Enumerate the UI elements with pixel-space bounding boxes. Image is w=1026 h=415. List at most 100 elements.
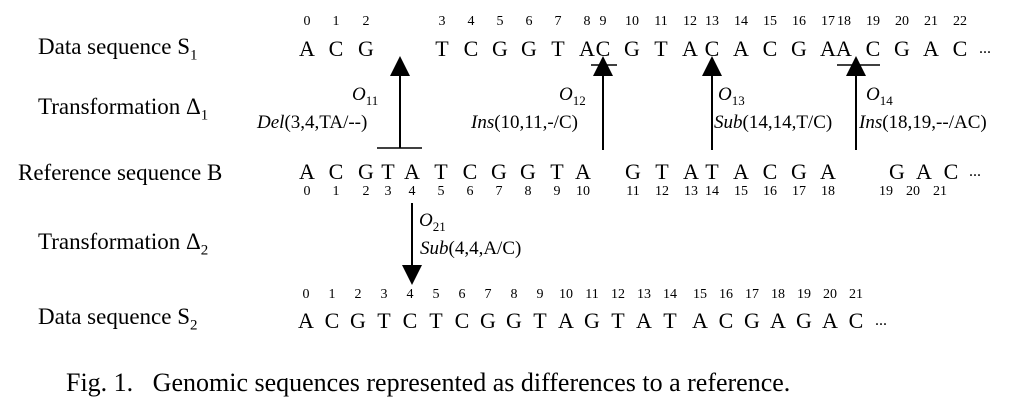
s1-index: 15 [763, 14, 777, 29]
s2-base: C [718, 308, 734, 333]
s1-index: 2 [362, 14, 370, 29]
sequence-ellipsis: ... [875, 312, 887, 329]
reference-index: 8 [524, 184, 532, 199]
s2-index: 11 [585, 287, 599, 302]
s1-base: A [836, 36, 852, 61]
s1-index: 20 [895, 14, 909, 29]
s2-index: 9 [536, 287, 544, 302]
reference-base: G [889, 159, 905, 184]
reference-index: 18 [821, 184, 835, 199]
s2-base: G [350, 308, 366, 333]
s1-base: G [894, 36, 910, 61]
s2-index: 12 [611, 287, 625, 302]
s1-index: 13 [705, 14, 719, 29]
figure-caption: Fig. 1. Genomic sequences represented as… [66, 368, 791, 397]
reference-index: 9 [553, 184, 561, 199]
reference-index: 3 [384, 184, 392, 199]
s1-index: 3 [438, 14, 446, 29]
reference-base: A [404, 159, 420, 184]
reference-base: T [655, 159, 669, 184]
s2-index: 14 [663, 287, 677, 302]
label-data-sequence-s2: Data sequence S2 [38, 304, 198, 334]
o21-name: O21 [419, 210, 446, 234]
s2-base: C [848, 308, 864, 333]
s1-index: 18 [837, 14, 851, 29]
s2-base: C [454, 308, 470, 333]
s2-index: 21 [849, 287, 863, 302]
reference-base: G [520, 159, 536, 184]
reference-base: T [381, 159, 395, 184]
o11-name: O11 [352, 84, 379, 108]
reference-sequence-row: A C G T A T C G G T A G T A T A C G A G A C... [0, 160, 1026, 184]
s2-index: 16 [719, 287, 733, 302]
reference-base: A [299, 159, 315, 184]
s1-base: C [762, 36, 778, 61]
reference-index: 2 [362, 184, 370, 199]
s2-index: 20 [823, 287, 837, 302]
s1-base: A [733, 36, 749, 61]
s1-index: 12 [683, 14, 697, 29]
s2-base: A [770, 308, 786, 333]
reference-base: A [683, 159, 699, 184]
o12-name: O12 [559, 84, 586, 108]
o13-operation: Sub(14,14,T/C) [714, 112, 833, 133]
s2-index: 5 [432, 287, 440, 302]
s2-base: A [636, 308, 652, 333]
reference-index: 10 [576, 184, 590, 199]
s2-index: 4 [406, 287, 414, 302]
s1-base: A [299, 36, 315, 61]
s2-index: 8 [510, 287, 518, 302]
label-data-sequence-s1: Data sequence S1 [38, 34, 198, 64]
sequence-ellipsis: ... [979, 40, 991, 57]
reference-base: C [462, 159, 478, 184]
reference-base: G [791, 159, 807, 184]
o14-operation: Ins(18,19,--/AC) [859, 112, 987, 133]
s1-index: 6 [525, 14, 533, 29]
s1-base: T [435, 36, 449, 61]
reference-base: T [705, 159, 719, 184]
reference-index-row: 0 1 2 3 4 5 6 7 8 9 10 11 12 13 14 15 16 17 18 19 20 21 [0, 184, 1026, 200]
s1-index: 8 [583, 14, 591, 29]
s2-index: 15 [693, 287, 707, 302]
s1-index: 9 [599, 14, 607, 29]
reference-index: 19 [879, 184, 893, 199]
s2-base: T [611, 308, 625, 333]
reference-index: 17 [792, 184, 806, 199]
o14-name: O14 [866, 84, 893, 108]
s1-base: C [328, 36, 344, 61]
reference-index: 21 [933, 184, 947, 199]
s2-base: A [692, 308, 708, 333]
s2-base: T [533, 308, 547, 333]
s2-index: 6 [458, 287, 466, 302]
s2-base: C [402, 308, 418, 333]
s1-base: C [463, 36, 479, 61]
reference-index: 14 [705, 184, 719, 199]
s2-index: 13 [637, 287, 651, 302]
s2-base: G [506, 308, 522, 333]
sequence-ellipsis: ... [969, 163, 981, 180]
s2-base: C [324, 308, 340, 333]
s1-index: 10 [625, 14, 639, 29]
s1-base: C [595, 36, 611, 61]
s1-index: 19 [866, 14, 880, 29]
reference-base: G [625, 159, 641, 184]
s2-base: G [796, 308, 812, 333]
s1-index: 11 [654, 14, 668, 29]
s2-index: 7 [484, 287, 492, 302]
s1-base: C [952, 36, 968, 61]
s1-index: 21 [924, 14, 938, 29]
reference-index: 12 [655, 184, 669, 199]
s2-sequence-row: A C G T C T C G G T A G T A T A C G A G A C... [0, 309, 1026, 333]
reference-index: 20 [906, 184, 920, 199]
s1-index-row: 0 1 2 3 4 5 6 7 8 9 10 11 12 13 14 15 16 17 18 19 20 21 22 [0, 14, 1026, 30]
reference-index: 0 [303, 184, 311, 199]
s2-index: 3 [380, 287, 388, 302]
o13-name: O13 [718, 84, 745, 108]
o11-operation: Del(3,4,TA/--) [257, 112, 368, 133]
s1-index: 1 [332, 14, 340, 29]
s2-base: T [663, 308, 677, 333]
s2-base: G [480, 308, 496, 333]
reference-index: 1 [332, 184, 340, 199]
reference-index: 11 [626, 184, 640, 199]
s1-sequence-row: A C G T C G G T A C G T A C A C G A A C G A C... [0, 37, 1026, 61]
